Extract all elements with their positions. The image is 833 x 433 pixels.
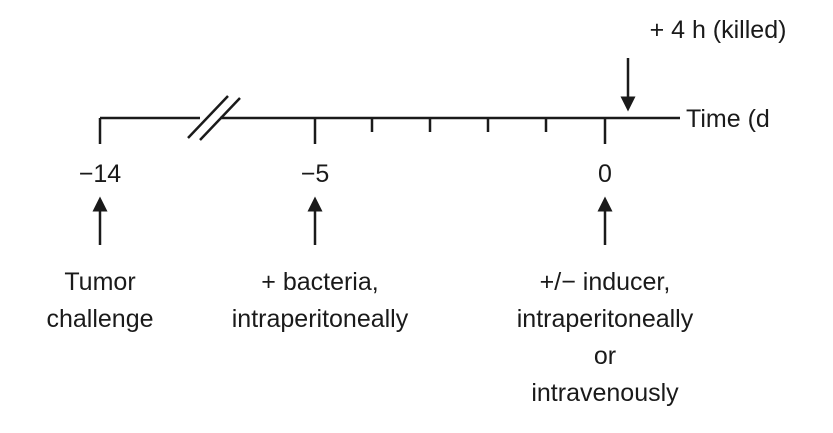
event-label: challenge — [46, 305, 153, 333]
event-label: intravenously — [531, 379, 679, 407]
tick-label: −5 — [301, 160, 330, 188]
axis-label: Time (d — [686, 105, 770, 133]
tick-label: 0 — [598, 160, 612, 188]
event-label: or — [594, 342, 616, 370]
event-label: + bacteria, — [261, 268, 378, 296]
event-label: +/− inducer, — [540, 268, 671, 296]
events: Tumor challenge + bacteria, intraperitoneal… — [46, 268, 693, 407]
tick-label: −14 — [79, 160, 122, 188]
axis — [98, 95, 680, 144]
event-label: Tumor — [64, 268, 135, 296]
event-label: intraperitoneally — [232, 305, 409, 333]
annotation: + 4 h (killed) — [650, 16, 787, 44]
event-label: intraperitoneally — [517, 305, 694, 333]
